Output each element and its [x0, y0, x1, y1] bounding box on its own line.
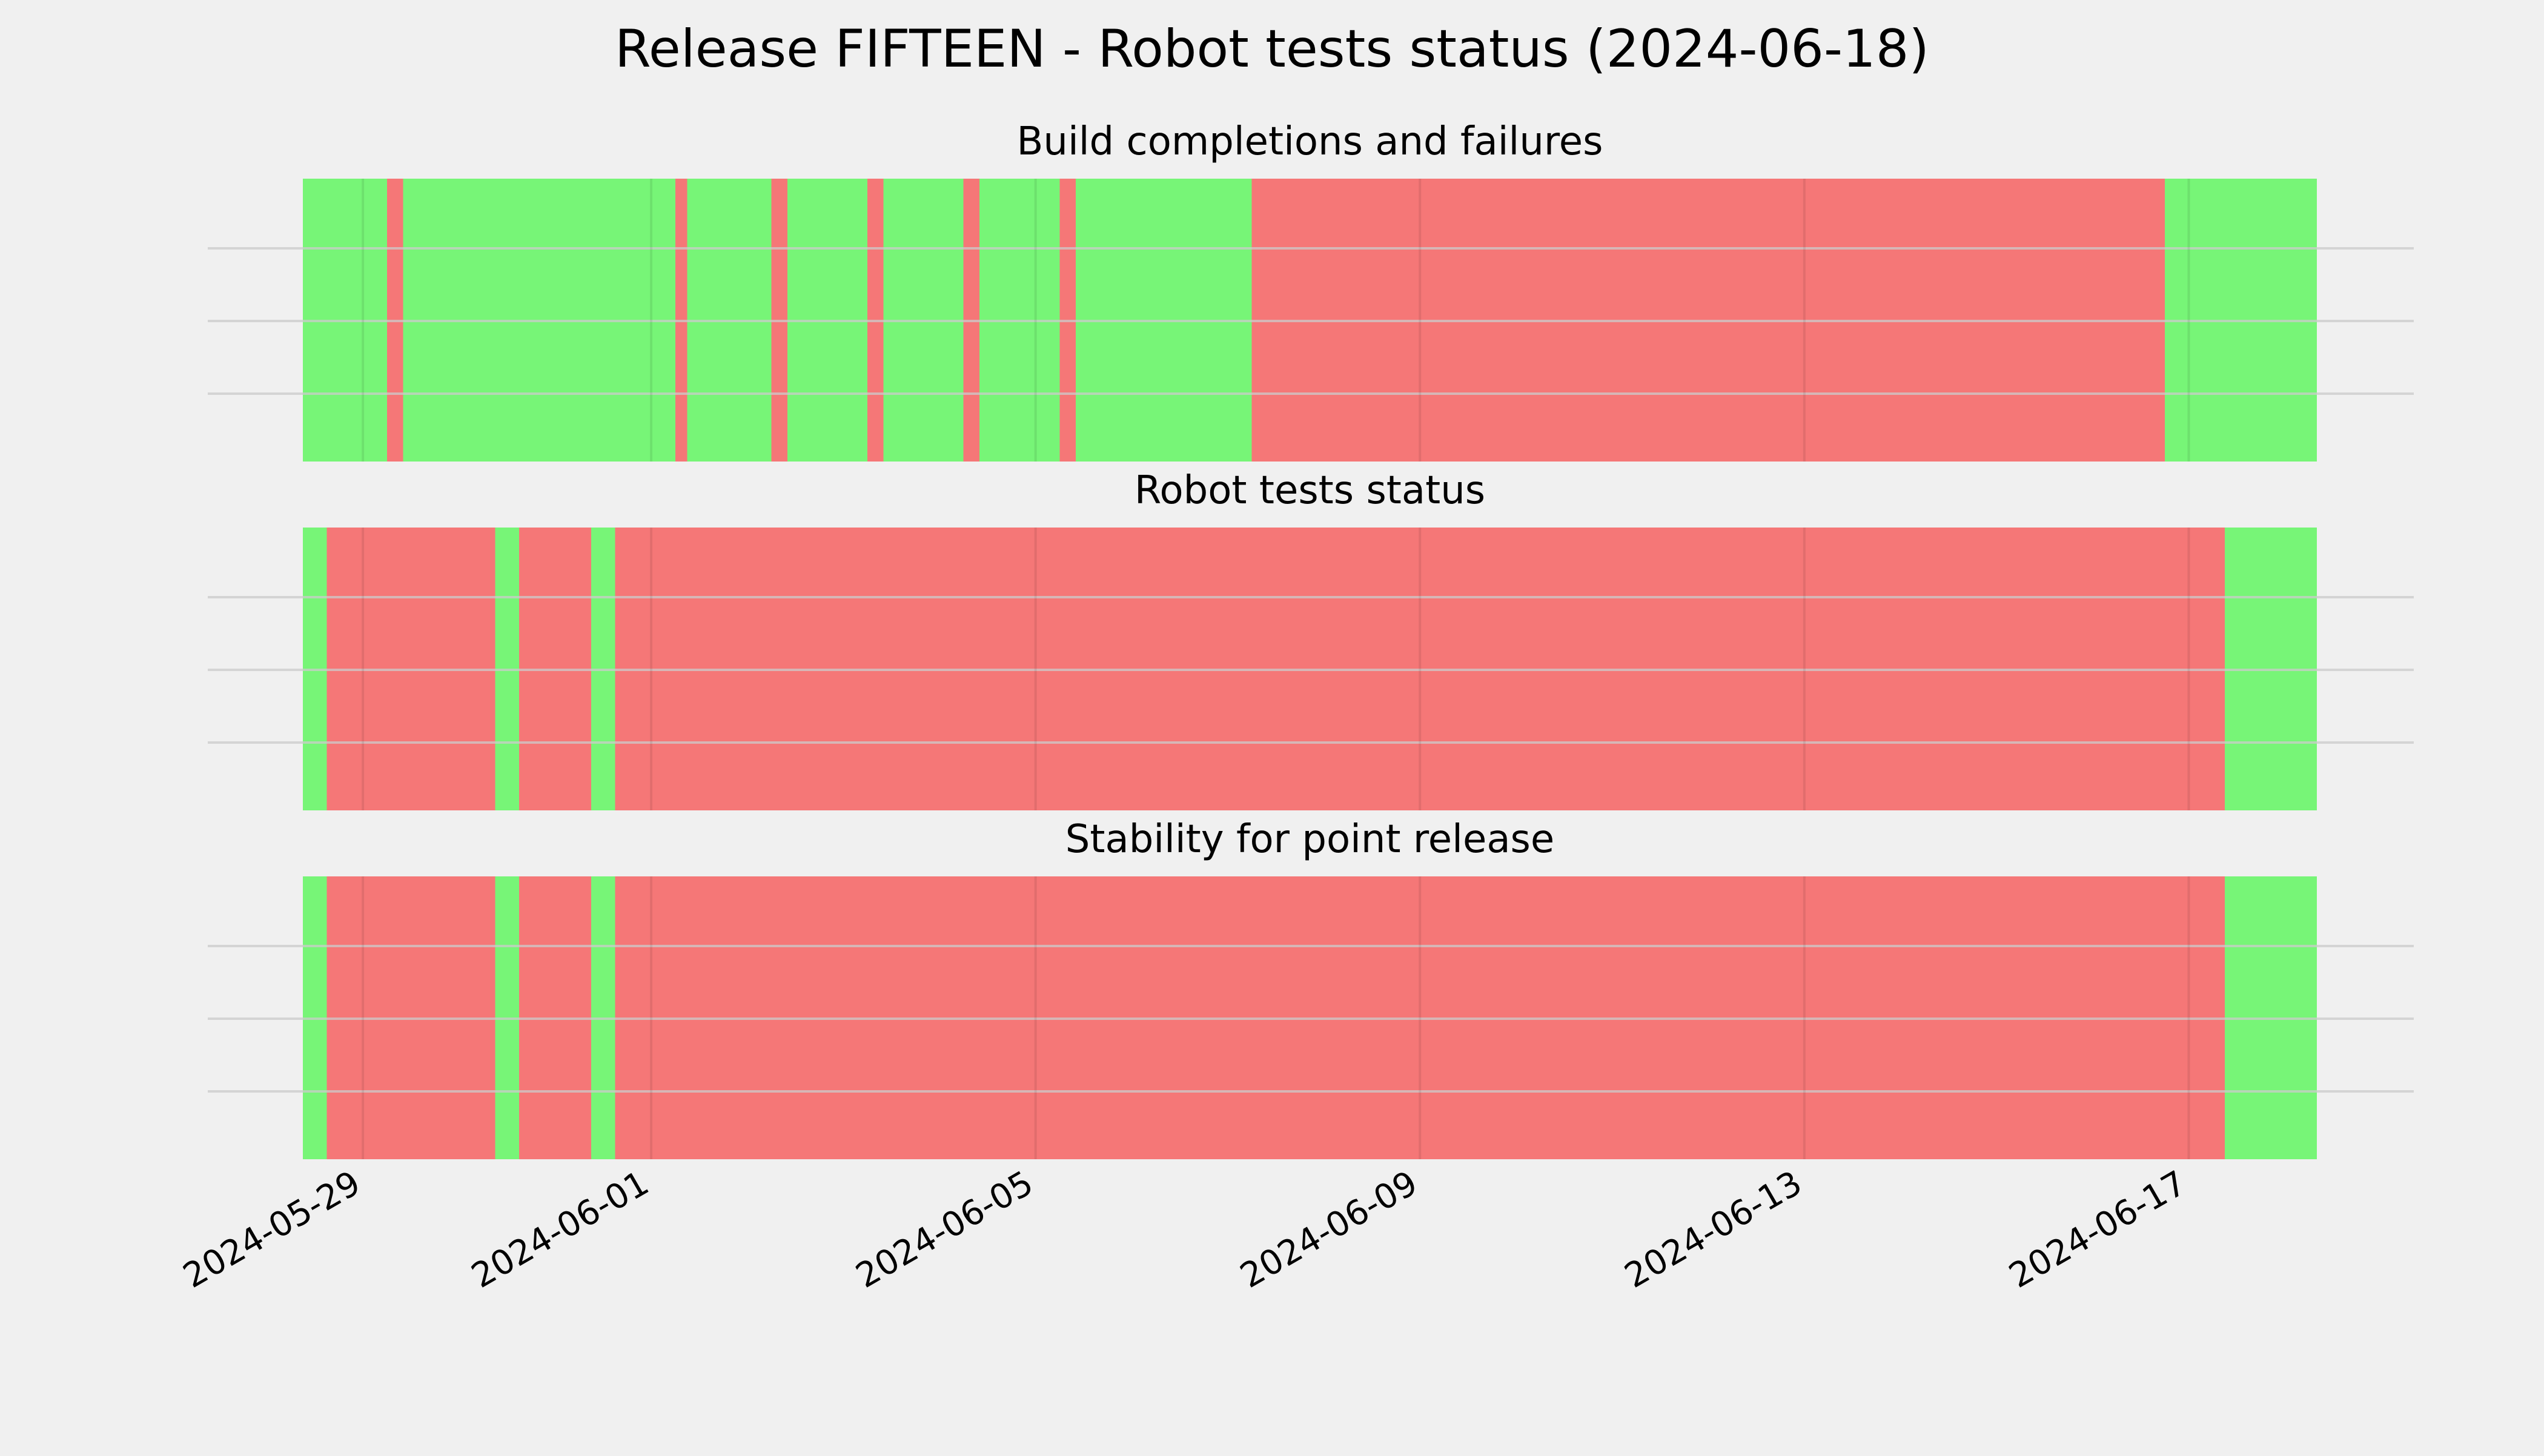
- panels-group: Build completions and failures Robot test…: [208, 119, 2414, 1159]
- panel-2: Robot tests status: [208, 468, 2414, 810]
- panel-title: Stability for point release: [1065, 817, 1555, 862]
- panel-3: Stability for point release: [208, 817, 2414, 1159]
- panel-1: Build completions and failures: [208, 119, 2414, 462]
- panel-title: Robot tests status: [1135, 468, 1485, 513]
- panel-title: Build completions and failures: [1017, 119, 1603, 164]
- figure-title: Release FIFTEEN - Robot tests status (20…: [615, 19, 1929, 79]
